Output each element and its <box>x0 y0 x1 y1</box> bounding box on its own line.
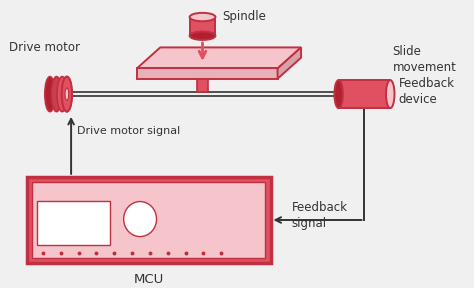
Ellipse shape <box>124 202 156 236</box>
Ellipse shape <box>190 13 215 21</box>
Polygon shape <box>190 17 215 36</box>
Ellipse shape <box>190 31 215 40</box>
Polygon shape <box>137 69 278 79</box>
Ellipse shape <box>386 80 394 108</box>
Text: Worktable: Worktable <box>180 59 239 72</box>
FancyBboxPatch shape <box>27 177 271 263</box>
Ellipse shape <box>334 80 343 108</box>
Ellipse shape <box>45 77 55 112</box>
Ellipse shape <box>57 77 67 112</box>
Polygon shape <box>197 79 209 92</box>
Text: Spindle: Spindle <box>222 10 266 23</box>
Ellipse shape <box>51 77 62 112</box>
Text: Feedback
device: Feedback device <box>399 77 455 106</box>
Text: MCU: MCU <box>133 272 164 285</box>
Text: Slide
movement: Slide movement <box>392 45 456 73</box>
Text: Drive motor signal: Drive motor signal <box>77 126 180 136</box>
Text: Drive motor: Drive motor <box>9 41 80 54</box>
FancyBboxPatch shape <box>32 182 265 257</box>
Polygon shape <box>278 48 301 79</box>
FancyBboxPatch shape <box>37 201 109 245</box>
Text: Feedback
signal: Feedback signal <box>292 201 348 230</box>
Polygon shape <box>338 80 390 108</box>
Ellipse shape <box>62 77 72 112</box>
Ellipse shape <box>62 77 72 112</box>
Polygon shape <box>137 48 301 69</box>
Ellipse shape <box>65 88 69 100</box>
